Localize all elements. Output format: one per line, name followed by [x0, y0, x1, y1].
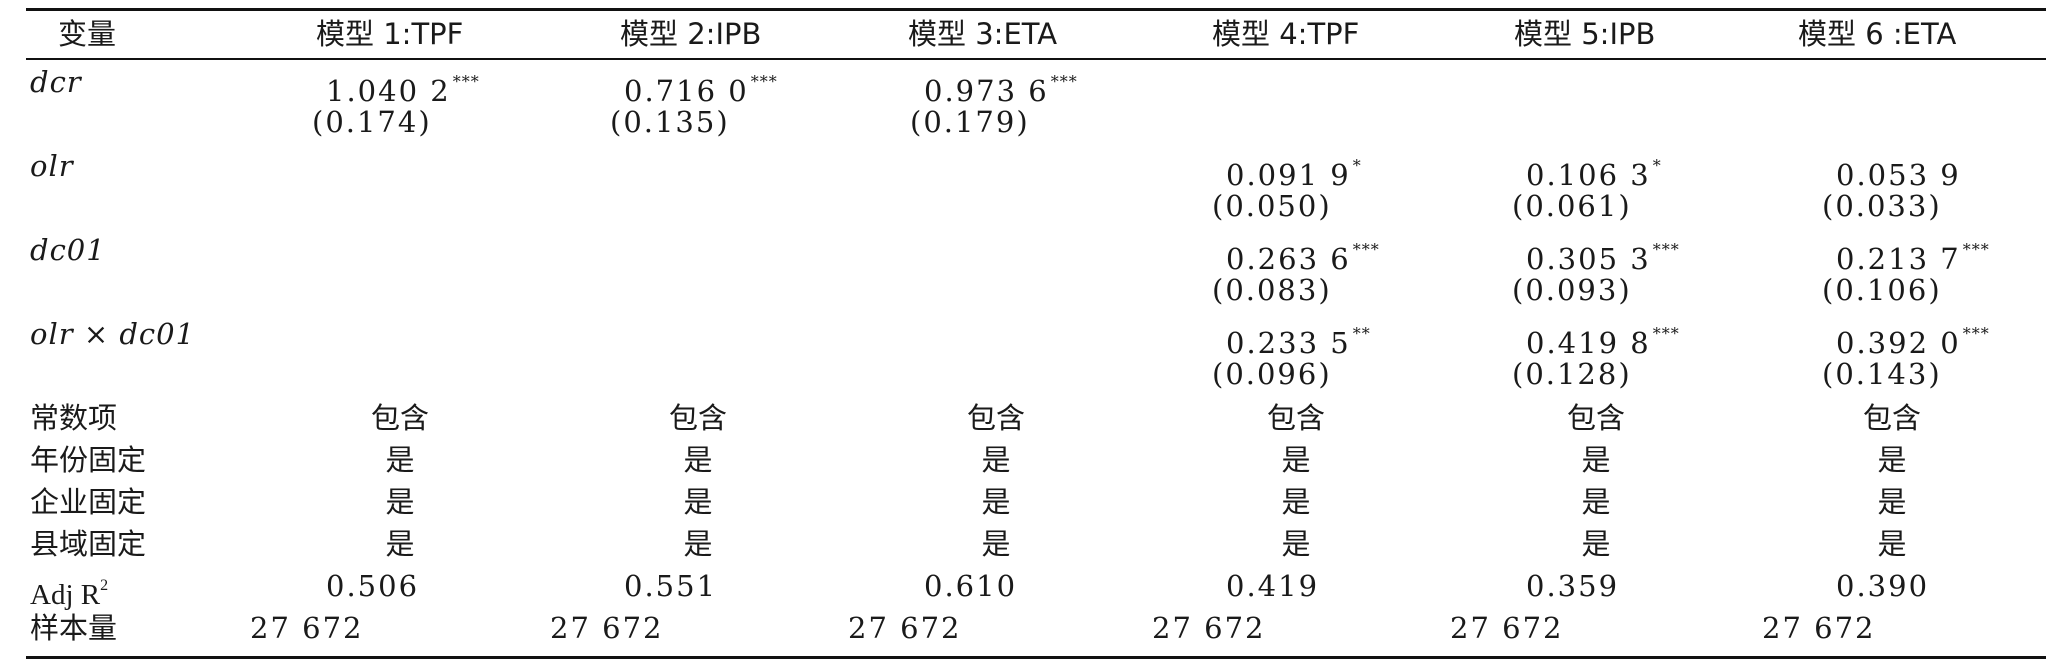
adj-r2-value: 0.390 [1836, 569, 1930, 603]
control-value: 是 [1581, 527, 1611, 561]
control-value: 包含 [370, 401, 430, 435]
sample-size-value: 27 672 [1152, 611, 1266, 645]
adj-r2-value: 0.610 [924, 569, 1018, 603]
std-error: (0.143) [1822, 357, 1942, 391]
coef: 0.091 9 * [1226, 156, 1362, 192]
sample-size-value: 27 672 [848, 611, 962, 645]
std-error: (0.033) [1822, 189, 1942, 223]
std-error: (0.179) [910, 105, 1030, 139]
control-value: 是 [1281, 485, 1311, 519]
header-model-3: 模型 3:ETA [908, 17, 1058, 51]
control-value: 是 [385, 485, 415, 519]
coef: 0.419 8 *** [1526, 324, 1680, 360]
coef: 0.305 3 *** [1526, 240, 1680, 276]
header-model-5: 模型 5:IPB [1514, 17, 1656, 51]
control-value: 是 [1281, 527, 1311, 561]
std-error: (0.093) [1512, 273, 1632, 307]
control-value: 是 [981, 443, 1011, 477]
control-value: 是 [1581, 485, 1611, 519]
control-value: 包含 [1566, 401, 1626, 435]
std-error: (0.135) [610, 105, 730, 139]
top-rule [26, 8, 2046, 11]
control-value: 包含 [1266, 401, 1326, 435]
row-label-constant: 常数项 [30, 401, 118, 435]
coef: 0.263 6 *** [1226, 240, 1380, 276]
header-model-2: 模型 2:IPB [620, 17, 762, 51]
control-value: 包含 [1862, 401, 1922, 435]
control-value: 是 [1877, 485, 1907, 519]
header-rule [26, 58, 2046, 60]
std-error: (0.174) [312, 105, 432, 139]
row-label-dcr: dcr [30, 65, 82, 99]
header-model-4: 模型 4:TPF [1212, 17, 1360, 51]
adj-r2-value: 0.359 [1526, 569, 1620, 603]
std-error: (0.050) [1212, 189, 1332, 223]
control-value: 包含 [668, 401, 728, 435]
header-model-6: 模型 6 :ETA [1798, 17, 1957, 51]
control-value: 是 [385, 443, 415, 477]
row-label-firm-fe: 企业固定 [30, 485, 147, 519]
row-label-year-fe: 年份固定 [30, 443, 147, 477]
row-label-olr: olr [30, 149, 74, 183]
std-error: (0.061) [1512, 189, 1632, 223]
control-value: 是 [683, 527, 713, 561]
sample-size-value: 27 672 [550, 611, 664, 645]
header-model-1: 模型 1:TPF [316, 17, 464, 51]
control-value: 是 [385, 527, 415, 561]
control-value: 是 [1581, 443, 1611, 477]
adj-r2-value: 0.419 [1226, 569, 1320, 603]
sample-size-value: 27 672 [1762, 611, 1876, 645]
sample-size-value: 27 672 [250, 611, 364, 645]
control-value: 是 [981, 485, 1011, 519]
std-error: (0.106) [1822, 273, 1942, 307]
adj-r2-value: 0.506 [326, 569, 420, 603]
coef: 0.213 7 *** [1836, 240, 1990, 276]
std-error: (0.083) [1212, 273, 1332, 307]
row-label-dc01: dc01 [30, 233, 106, 267]
coef: 1.040 2 *** [326, 72, 480, 108]
row-label-county-fe: 县域固定 [30, 527, 147, 561]
coef: 0.716 0 *** [624, 72, 778, 108]
sample-size-value: 27 672 [1450, 611, 1564, 645]
coef: 0.233 5 ** [1226, 324, 1371, 360]
coef: 0.053 9 [1836, 158, 1961, 192]
control-value: 是 [981, 527, 1011, 561]
std-error: (0.128) [1512, 357, 1632, 391]
row-label-sample-size: 样本量 [30, 611, 118, 645]
bottom-rule [26, 656, 2046, 659]
control-value: 是 [1281, 443, 1311, 477]
row-label-interaction: olr × dc01 [30, 317, 196, 351]
header-variable: 变量 [58, 17, 117, 51]
control-value: 是 [683, 443, 713, 477]
control-value: 是 [683, 485, 713, 519]
std-error: (0.096) [1212, 357, 1332, 391]
control-value: 是 [1877, 443, 1907, 477]
control-value: 包含 [966, 401, 1026, 435]
row-label-adj-r2: Adj R2 [30, 577, 109, 611]
coef: 0.106 3 * [1526, 156, 1662, 192]
control-value: 是 [1877, 527, 1907, 561]
coef: 0.973 6 *** [924, 72, 1078, 108]
coef: 0.392 0 *** [1836, 324, 1990, 360]
adj-r2-value: 0.551 [624, 569, 718, 603]
